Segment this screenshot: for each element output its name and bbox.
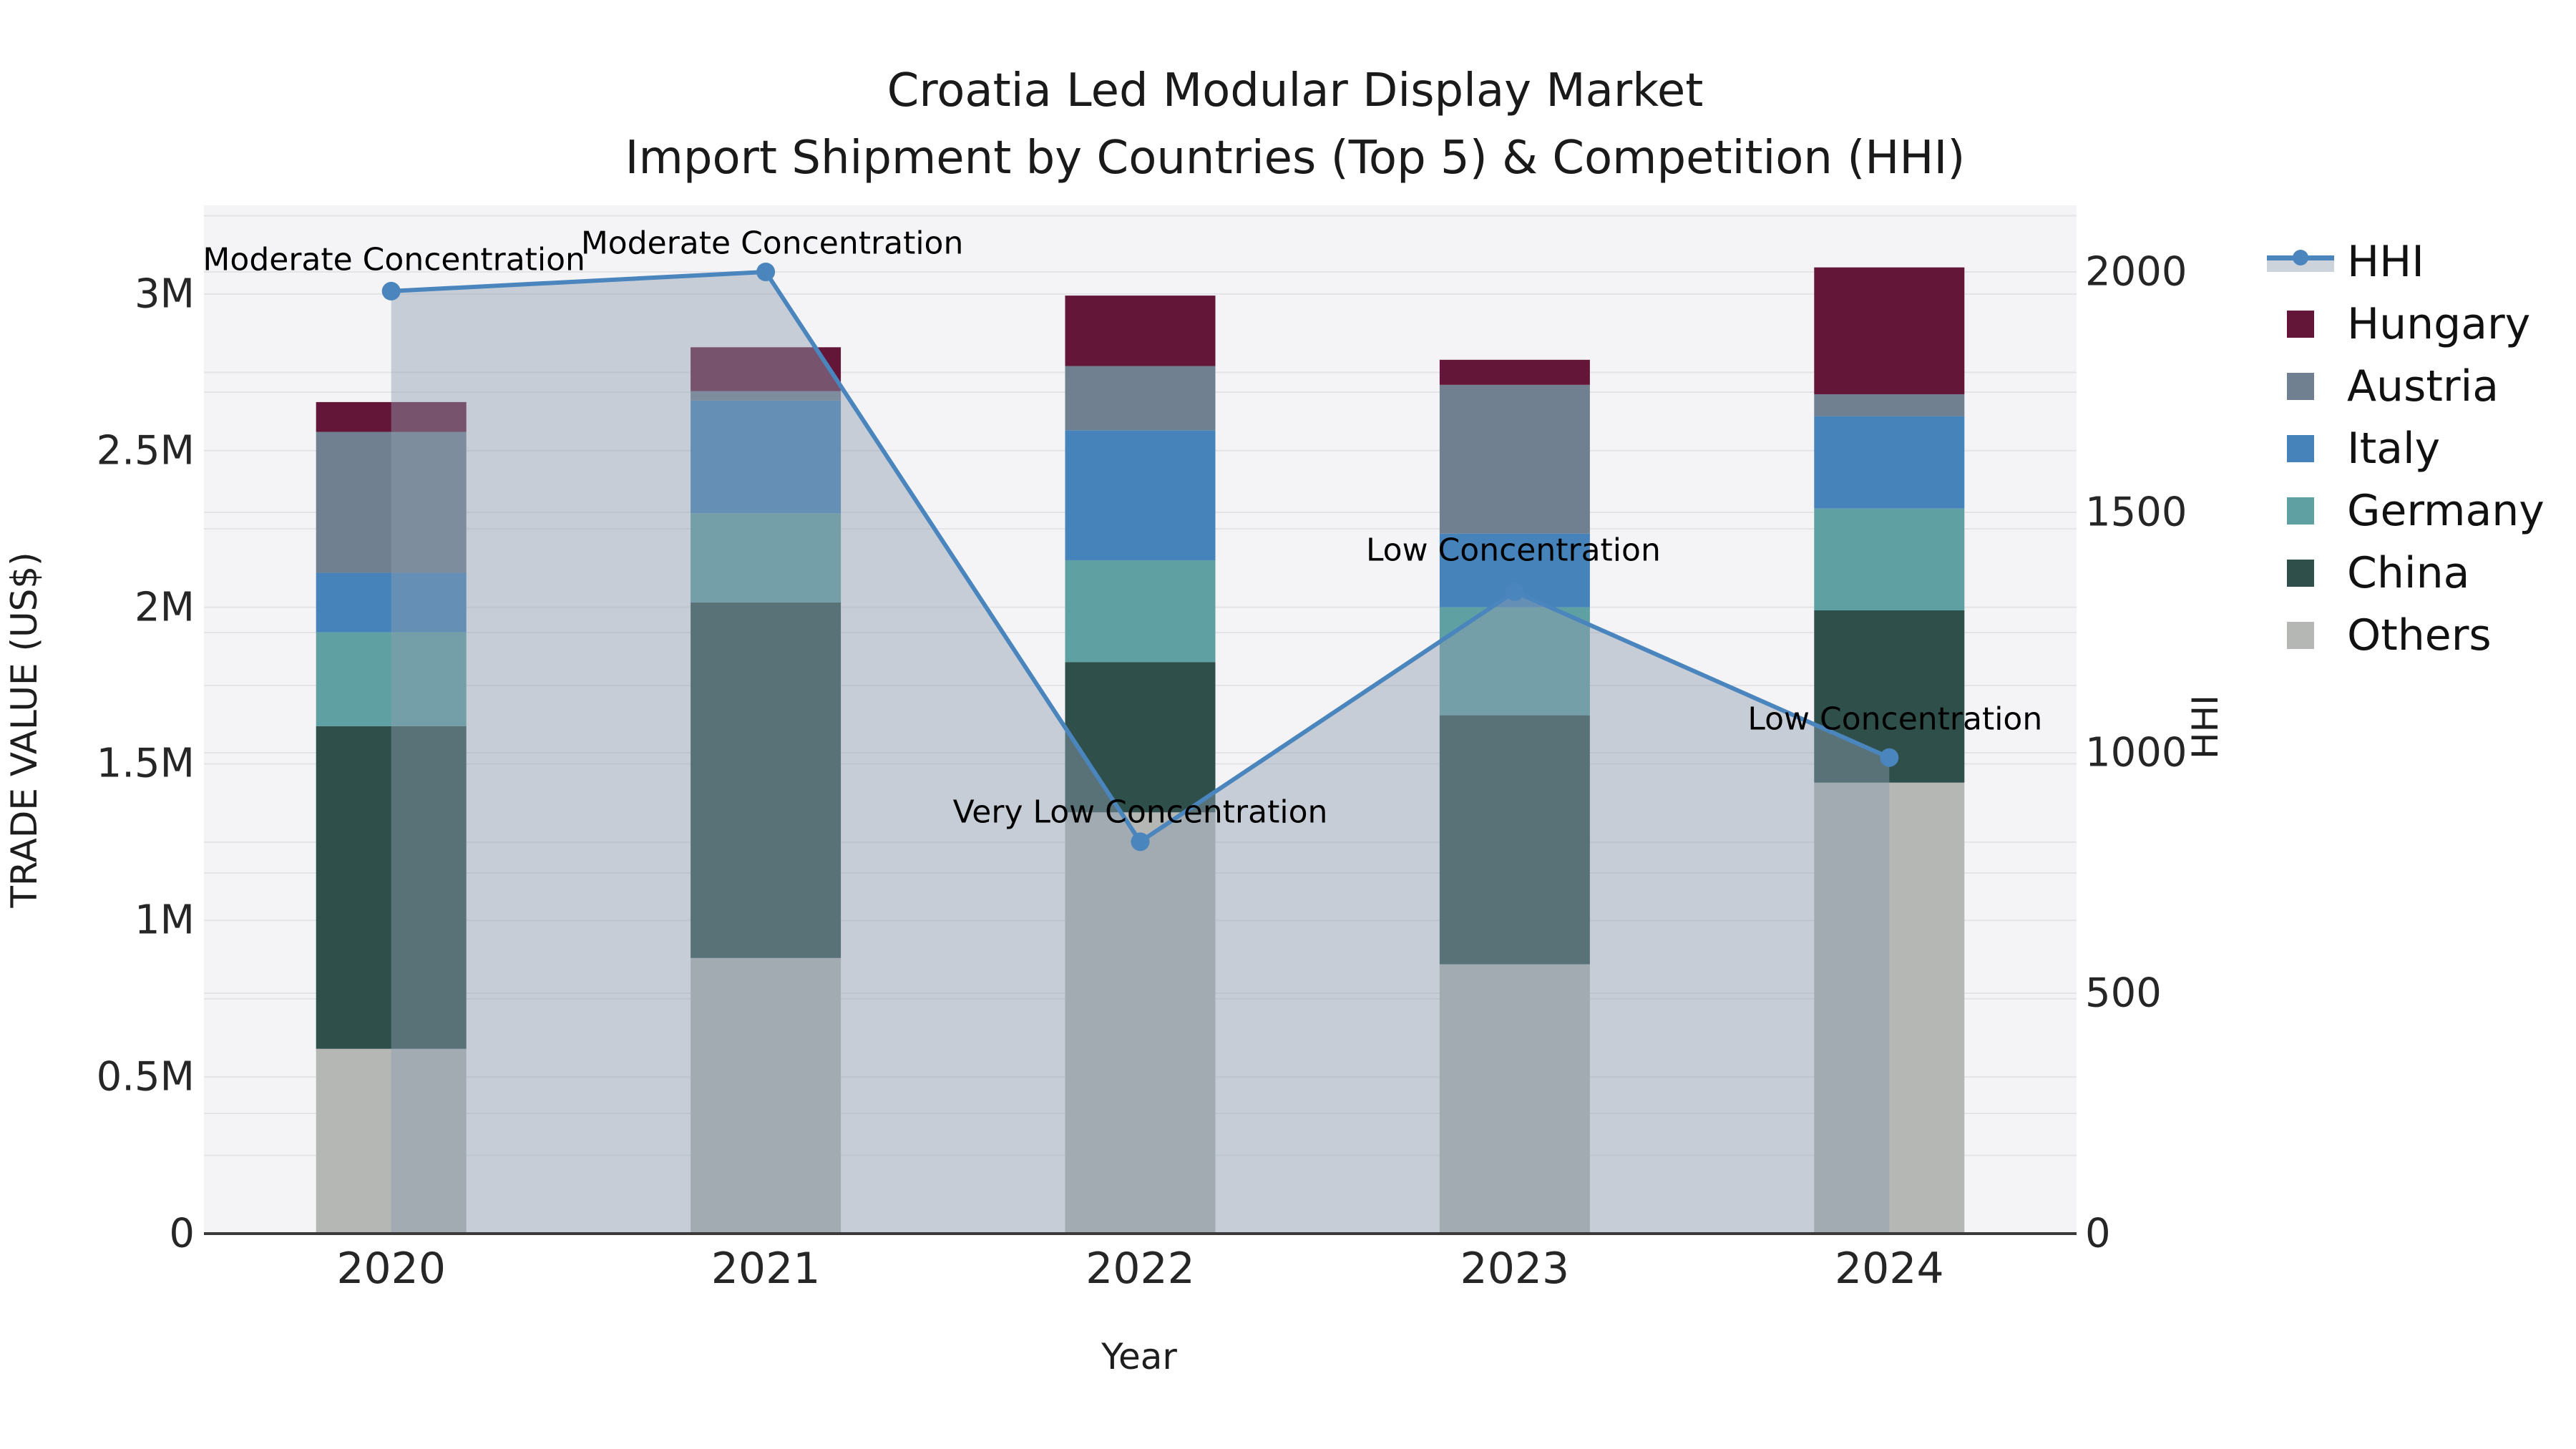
x-axis-line xyxy=(204,1232,2077,1235)
x-axis-tick-2024: 2024 xyxy=(1834,1244,1944,1294)
bar-segment-italy-2021 xyxy=(691,400,841,514)
legend-label: Austria xyxy=(2347,361,2499,411)
right-axis-tick-500: 500 xyxy=(2085,970,2162,1017)
annotation-2021: Moderate Concentration xyxy=(580,225,964,262)
bar-segment-germany-2020 xyxy=(316,632,467,726)
x-axis-tick-2021: 2021 xyxy=(711,1244,821,1294)
bar-segment-hungary-2020 xyxy=(316,401,467,432)
legend-swatch-china xyxy=(2267,556,2334,590)
legend-label: HHI xyxy=(2347,236,2424,287)
bar-segment-germany-2021 xyxy=(691,513,841,603)
left-axis-tick-2.5M: 2.5M xyxy=(96,427,195,474)
bar-segment-others-2021 xyxy=(691,957,841,1234)
right-axis-title: HHI xyxy=(2185,695,2226,759)
color-swatch-icon xyxy=(2287,310,2314,338)
bar-segment-austria-2021 xyxy=(691,391,841,401)
right-axis-tick-0: 0 xyxy=(2085,1210,2111,1257)
x-axis-tick-2022: 2022 xyxy=(1085,1244,1195,1294)
bar-segment-austria-2024 xyxy=(1814,394,1965,416)
legend-item-italy: Italy xyxy=(2267,417,2545,479)
hhi-marker-2022 xyxy=(1131,832,1150,852)
right-axis-tick-1000: 1000 xyxy=(2085,729,2187,776)
bar-segment-germany-2022 xyxy=(1065,560,1216,663)
hhi-area-fill xyxy=(391,272,1890,1234)
legend-swatch-germany xyxy=(2267,494,2334,528)
bar-segment-italy-2020 xyxy=(316,572,467,633)
left-axis-tick-0.5M: 0.5M xyxy=(96,1053,195,1101)
color-swatch-icon xyxy=(2287,434,2314,462)
bar-segment-austria-2020 xyxy=(316,431,467,573)
legend-item-china: China xyxy=(2267,542,2545,604)
legend-label: Italy xyxy=(2347,423,2441,474)
annotation-2023: Low Concentration xyxy=(1365,532,1661,569)
legend-item-hhi: HHI xyxy=(2267,230,2545,293)
legend-label: Germany xyxy=(2347,485,2545,536)
x-axis-tick-2023: 2023 xyxy=(1460,1244,1570,1294)
bar-segment-hungary-2021 xyxy=(691,347,841,391)
legend-label: China xyxy=(2347,547,2470,598)
hhi-marker-2020 xyxy=(381,281,401,301)
legend: HHI Hungary Austria Italy Germany China Others xyxy=(2267,230,2545,666)
bar-segment-germany-2024 xyxy=(1814,508,1965,610)
left-axis-title: TRADE VALUE (US$) xyxy=(4,552,45,908)
hhi-marker-2021 xyxy=(756,263,776,281)
bar-segment-china-2021 xyxy=(691,602,841,958)
color-swatch-icon xyxy=(2287,559,2314,587)
color-swatch-icon xyxy=(2287,372,2314,400)
bar-segment-others-2024 xyxy=(1814,782,1965,1234)
bar-segment-others-2022 xyxy=(1065,812,1216,1234)
bar-segment-austria-2022 xyxy=(1065,366,1216,431)
bar-segment-others-2023 xyxy=(1439,964,1590,1234)
legend-swatch-others xyxy=(2267,618,2334,653)
legend-swatch-italy xyxy=(2267,431,2334,466)
color-swatch-icon xyxy=(2287,497,2314,525)
legend-hhi-marker-dot xyxy=(2293,249,2308,265)
legend-item-hungary: Hungary xyxy=(2267,293,2545,355)
chart-title-line1: Croatia Led Modular Display Market xyxy=(887,64,1704,117)
bar-segment-china-2022 xyxy=(1065,662,1216,813)
annotation-2020: Moderate Concentration xyxy=(203,241,585,278)
legend-item-austria: Austria xyxy=(2267,355,2545,417)
legend-item-others: Others xyxy=(2267,604,2545,666)
right-axis-tick-2000: 2000 xyxy=(2085,248,2187,296)
hhi-marker-2023 xyxy=(1505,582,1524,601)
hhi-marker-2024 xyxy=(1880,748,1899,767)
bar-segment-italy-2024 xyxy=(1814,416,1965,509)
left-axis-tick-2M: 2M xyxy=(135,584,195,631)
legend-swatch-hungary xyxy=(2267,307,2334,341)
x-axis-title: Year xyxy=(1101,1336,1177,1377)
bar-segment-china-2020 xyxy=(316,726,467,1049)
legend-hhi-line-swatch-icon xyxy=(2267,245,2334,279)
color-swatch-icon xyxy=(2287,621,2314,649)
legend-label: Others xyxy=(2347,610,2492,660)
bar-segment-hungary-2023 xyxy=(1439,359,1590,385)
annotation-2022: Very Low Concentration xyxy=(952,794,1328,831)
left-axis-tick-3M: 3M xyxy=(135,270,195,318)
left-axis-tick-1.5M: 1.5M xyxy=(96,740,195,787)
bar-segment-austria-2023 xyxy=(1439,384,1590,534)
bar-segment-china-2023 xyxy=(1439,715,1590,965)
legend-item-germany: Germany xyxy=(2267,479,2545,542)
annotation-2024: Low Concentration xyxy=(1747,701,2043,738)
bar-segment-hungary-2024 xyxy=(1814,267,1965,394)
chart-title-line2: Import Shipment by Countries (Top 5) & C… xyxy=(625,132,1966,185)
bar-segment-hungary-2022 xyxy=(1065,296,1216,366)
bar-segment-others-2020 xyxy=(316,1048,467,1234)
bar-segment-italy-2022 xyxy=(1065,430,1216,560)
legend-swatch-austria xyxy=(2267,369,2334,404)
x-axis-tick-2020: 2020 xyxy=(336,1244,447,1294)
legend-hhi-fill-block xyxy=(2267,260,2334,272)
left-axis-tick-1M: 1M xyxy=(135,897,195,944)
legend-label: Hungary xyxy=(2347,298,2531,349)
right-axis-tick-1500: 1500 xyxy=(2085,489,2187,536)
left-axis-tick-0: 0 xyxy=(169,1210,195,1257)
